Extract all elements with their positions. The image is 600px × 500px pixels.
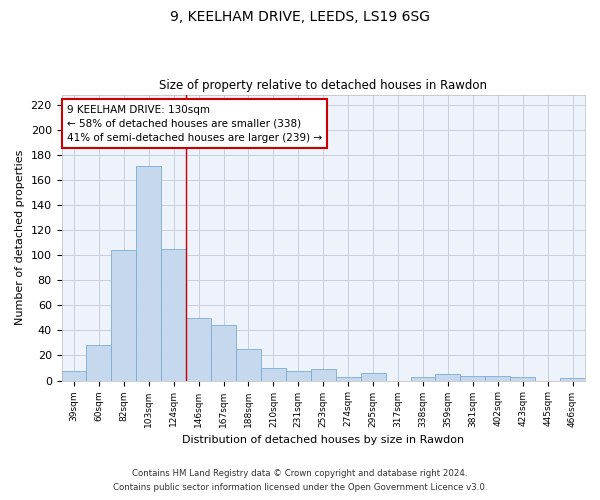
Bar	[560, 378, 585, 380]
Bar	[112, 250, 136, 380]
Bar	[86, 346, 112, 380]
Bar	[286, 370, 311, 380]
Bar	[361, 373, 386, 380]
X-axis label: Distribution of detached houses by size in Rawdon: Distribution of detached houses by size …	[182, 435, 464, 445]
Bar	[436, 374, 460, 380]
Bar	[485, 376, 510, 380]
Text: 9, KEELHAM DRIVE, LEEDS, LS19 6SG: 9, KEELHAM DRIVE, LEEDS, LS19 6SG	[170, 10, 430, 24]
Bar	[261, 368, 286, 380]
Text: 9 KEELHAM DRIVE: 130sqm
← 58% of detached houses are smaller (338)
41% of semi-d: 9 KEELHAM DRIVE: 130sqm ← 58% of detache…	[67, 104, 322, 142]
Bar	[510, 377, 535, 380]
Bar	[336, 377, 361, 380]
Y-axis label: Number of detached properties: Number of detached properties	[15, 150, 25, 325]
Text: Contains HM Land Registry data © Crown copyright and database right 2024.: Contains HM Land Registry data © Crown c…	[132, 468, 468, 477]
Bar	[136, 166, 161, 380]
Title: Size of property relative to detached houses in Rawdon: Size of property relative to detached ho…	[159, 79, 487, 92]
Bar	[186, 318, 211, 380]
Bar	[460, 376, 485, 380]
Bar	[211, 326, 236, 380]
Bar	[311, 370, 336, 380]
Bar	[161, 249, 186, 380]
Bar	[62, 370, 86, 380]
Bar	[236, 349, 261, 380]
Bar	[410, 377, 436, 380]
Text: Contains public sector information licensed under the Open Government Licence v3: Contains public sector information licen…	[113, 484, 487, 492]
